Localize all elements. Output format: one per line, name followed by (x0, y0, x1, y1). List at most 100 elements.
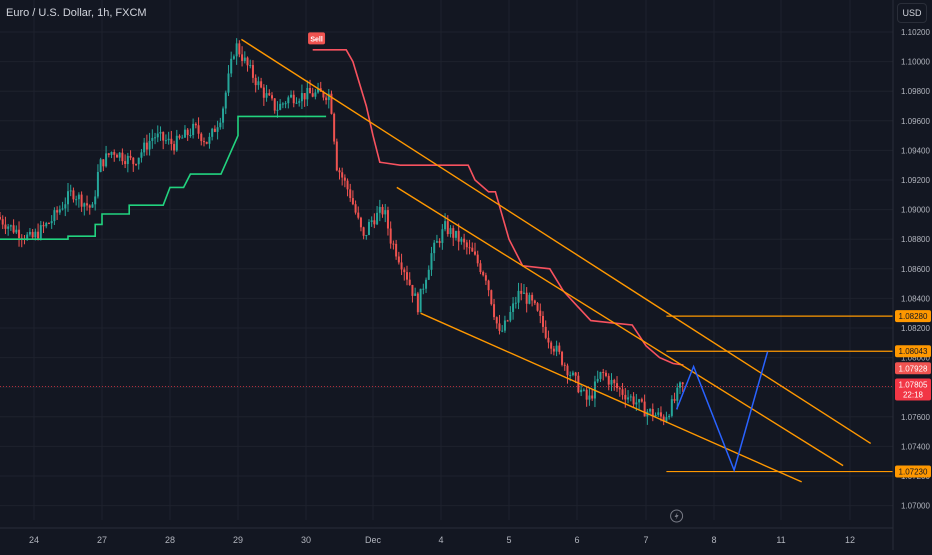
candle-body (154, 137, 157, 139)
candle-body (627, 397, 630, 400)
candle-body (45, 223, 48, 227)
candle-body (9, 225, 12, 227)
time-tick-label: 7 (643, 535, 648, 545)
candle-body (37, 231, 40, 239)
candle-body (156, 133, 159, 138)
candle-body (610, 379, 613, 385)
currency-button[interactable]: USD (897, 3, 927, 23)
candle-body (18, 229, 21, 239)
candle-body (227, 73, 230, 93)
candle-body (632, 396, 635, 405)
candle-body (113, 152, 116, 155)
candle-body (330, 93, 333, 114)
candle-body (493, 304, 496, 318)
candle-body (129, 155, 132, 158)
price-axis[interactable]: 1.10200 1.10000 1.09800 1.09600 1.09400 1.092… (892, 0, 931, 550)
time-axis[interactable]: 24 27 28 29 30 Dec 4 5 6 7 8 11 12 (0, 509, 893, 545)
candle-body (135, 164, 137, 166)
candle-body (547, 337, 550, 343)
candle-body (449, 228, 452, 235)
sell-signal-label: Sell (310, 36, 323, 43)
candle-body (539, 310, 542, 317)
candle-body (251, 65, 254, 78)
level-price-label-box (895, 465, 931, 478)
candle-body (604, 372, 607, 376)
candle-body (569, 375, 572, 377)
candle-body (577, 375, 580, 393)
candle-body (216, 127, 219, 132)
candle-body (343, 177, 346, 181)
candle-body (28, 231, 31, 235)
candle-body (164, 140, 167, 142)
candle-body (640, 399, 643, 402)
candle-body (514, 302, 517, 304)
candle-body (230, 58, 233, 74)
candle-body (446, 221, 449, 235)
candle-body (441, 229, 444, 243)
candle-body (416, 293, 419, 313)
candle-body (406, 272, 408, 280)
candle-body (616, 383, 619, 389)
candle-body (303, 93, 306, 100)
time-tick-label: 27 (97, 535, 107, 545)
lightning-icon[interactable] (670, 509, 684, 523)
time-tick-label: Dec (365, 535, 382, 545)
candle-body (4, 224, 7, 229)
price-tick-label: 1.10200 (901, 28, 930, 37)
candle-body (292, 94, 295, 104)
candle-body (357, 212, 360, 218)
candle-body (58, 209, 61, 213)
candle-body (243, 57, 246, 61)
candle-body (317, 88, 320, 93)
candle-body (359, 217, 362, 228)
candle-body (105, 153, 108, 167)
candle-body (309, 87, 312, 94)
candle-body (454, 230, 457, 238)
candle-body (224, 92, 227, 109)
candle-body (15, 229, 18, 233)
candle-body (373, 220, 376, 225)
candle-body (241, 54, 244, 61)
candle-body (506, 320, 509, 322)
candle-body (126, 155, 129, 165)
candle-body (618, 388, 621, 390)
candle-body (219, 122, 222, 128)
candle-body (341, 172, 344, 178)
time-tick-label: 30 (301, 535, 311, 545)
candle-body (80, 194, 83, 207)
candle-body (528, 294, 531, 304)
upper-channel-line[interactable] (241, 38, 872, 445)
middle-channel-line[interactable] (396, 186, 844, 467)
drawings[interactable] (241, 38, 893, 483)
candle-body (563, 364, 566, 366)
candle-body (621, 389, 624, 395)
price-tick-label: 1.08000 (901, 354, 930, 363)
candle-body (400, 262, 403, 270)
time-tick-label: 4 (438, 535, 443, 545)
candle-body (457, 230, 460, 242)
candle-body (482, 271, 485, 276)
candle-body (561, 351, 564, 365)
candle-body (585, 389, 588, 400)
candle-body (121, 152, 124, 162)
candle-body (186, 129, 189, 136)
candle-body (654, 414, 657, 417)
candle-body (143, 142, 146, 153)
candle-body (192, 123, 195, 136)
candle-body (476, 254, 479, 264)
candle-body (26, 234, 29, 240)
candle-body (422, 288, 425, 290)
candle-body (460, 238, 463, 242)
projection-path[interactable] (675, 351, 769, 473)
candle-body (419, 288, 422, 313)
candle-body (88, 205, 91, 208)
candle-body (474, 251, 476, 255)
candle-body (311, 93, 314, 97)
candle-body (262, 87, 265, 98)
candle-body (452, 228, 455, 238)
candle-body (362, 227, 365, 236)
candle-body (414, 293, 417, 296)
candle-body (386, 210, 389, 229)
